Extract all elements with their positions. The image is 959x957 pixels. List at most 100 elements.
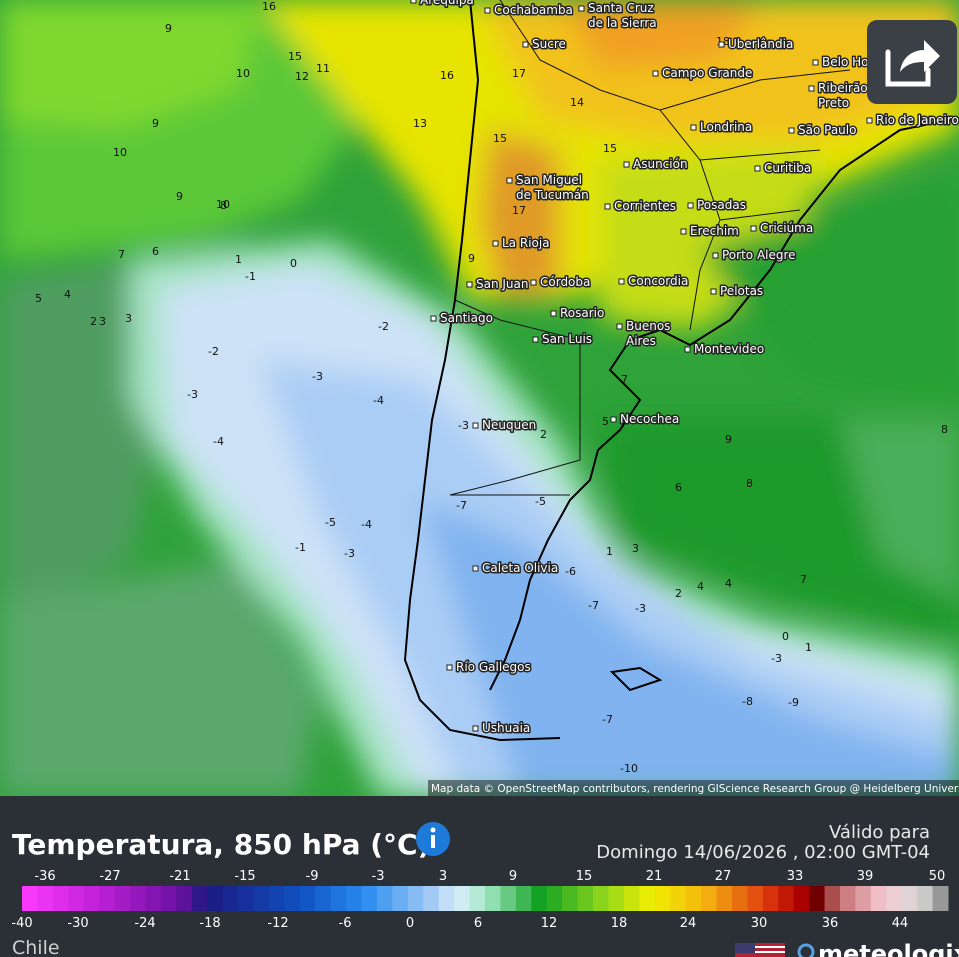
contour-label: 9	[176, 190, 183, 203]
city-marker	[687, 202, 694, 209]
city-name: São Paulo	[798, 123, 856, 137]
city-marker	[754, 165, 761, 172]
city-marker	[578, 5, 585, 12]
city-marker	[712, 252, 719, 259]
map: 1691011121510910891316151718171415967542…	[0, 0, 959, 796]
scale-swatch	[376, 886, 393, 911]
contour-label: -1	[245, 270, 256, 283]
scale-label: -40	[11, 916, 32, 931]
contour-label: -3	[458, 419, 469, 432]
scale-label: 6	[474, 916, 482, 931]
share-arrow	[900, 40, 940, 72]
scale-swatch	[793, 886, 810, 911]
contour-label: 1	[606, 545, 613, 558]
valid-time: Domingo 14/06/2026 , 02:00 GMT-04	[596, 842, 930, 863]
city-marker	[550, 310, 557, 317]
city-name: Porto Alegre	[722, 248, 796, 262]
scale-swatch	[176, 886, 193, 911]
contour-label: 9	[468, 252, 475, 265]
attribution: Map data © OpenStreetMap contributors, r…	[431, 783, 959, 795]
city-name: Corrientes	[614, 199, 676, 213]
scale-label: -15	[234, 869, 255, 884]
contour-label: 4	[725, 577, 732, 590]
city-marker	[808, 85, 815, 92]
contour-label: 0	[290, 257, 297, 270]
city-name: Sucre	[532, 37, 566, 51]
scale-swatch	[485, 886, 501, 911]
contour-label: -7	[588, 599, 599, 612]
contour-label: -4	[213, 435, 224, 448]
contour-label: -5	[325, 516, 336, 529]
contour-label: -8	[742, 695, 753, 708]
flag[interactable]	[735, 943, 785, 957]
city-marker	[484, 7, 491, 14]
city-name: Santiago	[440, 311, 493, 325]
scale-label: -30	[67, 916, 88, 931]
city-marker	[618, 278, 625, 285]
city-name: Córdoba	[540, 275, 590, 289]
contour-label: 10	[113, 146, 127, 159]
city-marker	[466, 281, 473, 288]
contour-label: 10	[236, 67, 250, 80]
share-icon	[885, 49, 931, 87]
city-name: Ribeirão	[818, 81, 868, 95]
scale-swatch	[253, 886, 270, 911]
contour-label: 12	[295, 70, 309, 83]
city-name: Preto	[818, 96, 849, 110]
scale-swatch	[284, 886, 301, 911]
scale-label: 9	[509, 869, 517, 884]
contour-label: 7	[118, 248, 125, 261]
scale-swatch	[392, 886, 409, 911]
scale-label: 27	[715, 869, 732, 884]
contour-label: 6	[675, 481, 682, 494]
scale-swatch	[330, 886, 347, 911]
scale-swatch	[546, 886, 563, 911]
city-marker	[492, 240, 499, 247]
city-name: Río Gallegos	[456, 660, 531, 674]
city-marker	[616, 323, 623, 330]
contour-label: 8	[220, 199, 227, 212]
city-name: Criciúma	[760, 221, 813, 235]
scale-swatch	[114, 886, 131, 911]
city-name: San Juan	[476, 277, 529, 291]
scale-label: -24	[134, 916, 155, 931]
scale-label: -21	[169, 869, 190, 884]
contour-label: 17	[512, 67, 526, 80]
info-button[interactable]	[416, 822, 450, 856]
scale-swatch	[870, 886, 887, 911]
scale-label: 36	[822, 916, 839, 931]
scale-swatch	[839, 886, 856, 911]
contour-label: -7	[456, 499, 467, 512]
contour-label: 16	[440, 69, 454, 82]
share-button[interactable]	[867, 20, 957, 104]
scale-swatch	[238, 886, 254, 911]
city-name: Curitiba	[764, 161, 811, 175]
scale-label: 21	[646, 869, 663, 884]
contour-label: -3	[312, 370, 323, 383]
city-name: Neuquen	[482, 418, 536, 432]
contour-label: 15	[603, 142, 617, 155]
scale-swatch	[207, 886, 224, 911]
scale-swatch	[917, 886, 934, 911]
city-marker	[472, 422, 479, 429]
scale-label: -36	[34, 869, 55, 884]
city-name: Buenos	[626, 319, 670, 333]
contour-label: 6	[152, 245, 159, 258]
contour-label: 2	[675, 587, 682, 600]
city-marker	[812, 59, 819, 66]
city-name: Aires	[626, 334, 656, 348]
contour-label: -1	[295, 541, 306, 554]
contour-label: -3	[344, 547, 355, 560]
borders	[449, 0, 851, 496]
contour-label: 3	[99, 315, 106, 328]
scale-swatch	[438, 886, 455, 911]
city-name: San Miguel	[516, 173, 582, 187]
scale-swatch	[454, 886, 471, 911]
scale-swatch	[886, 886, 903, 911]
title: Temperatura, 850 hPa (°C)	[12, 828, 430, 861]
scale-label: 0	[406, 916, 414, 931]
city-name: de la Sierra	[588, 16, 657, 30]
city-marker	[652, 70, 659, 77]
scale-label: -9	[306, 869, 319, 884]
